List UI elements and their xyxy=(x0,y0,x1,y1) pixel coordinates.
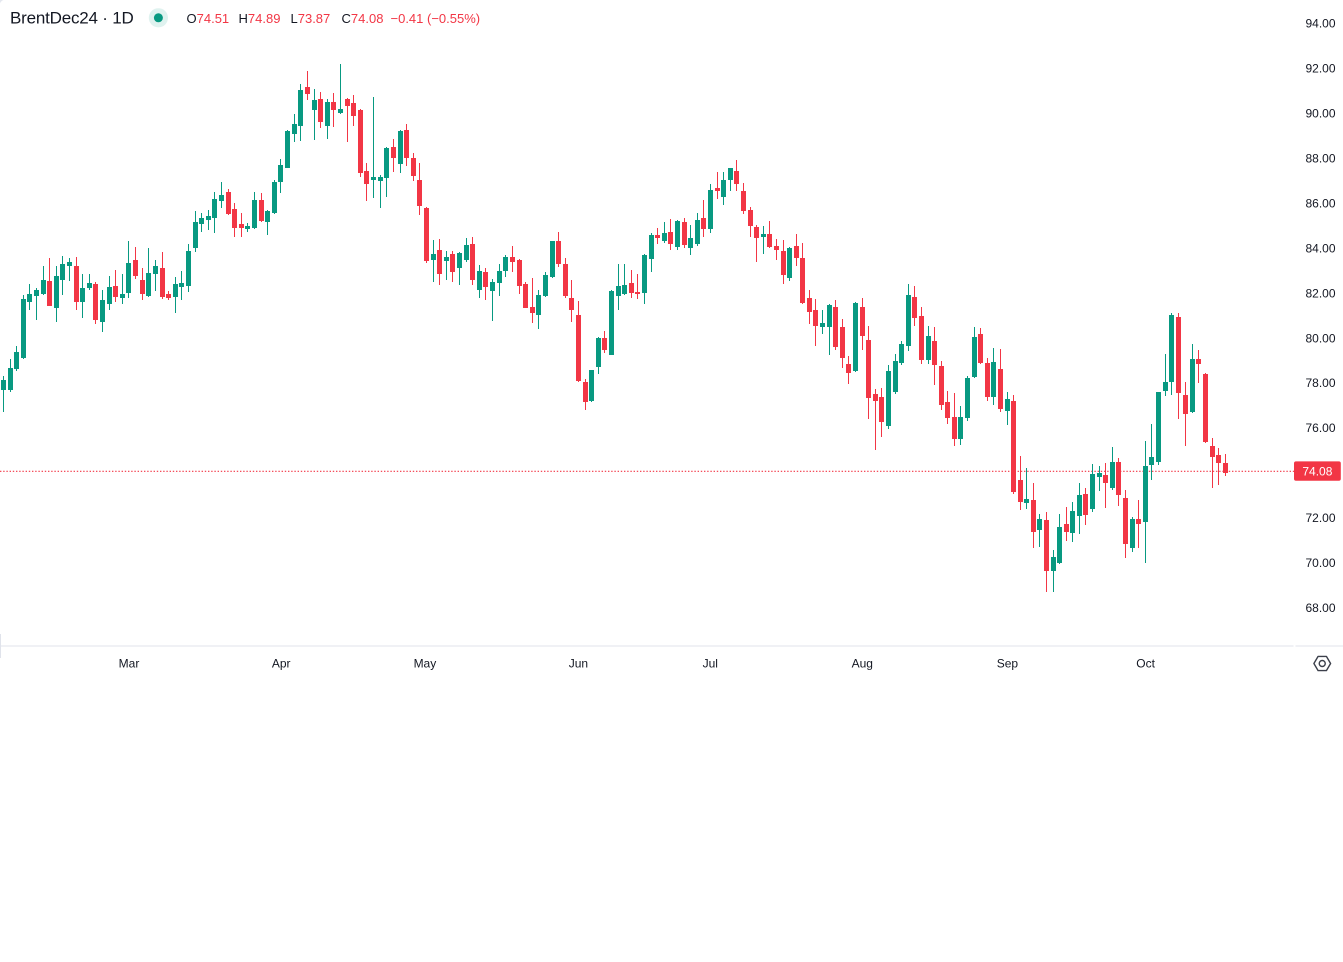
svg-text:84.00: 84.00 xyxy=(1305,241,1335,255)
svg-text:74.08: 74.08 xyxy=(1302,464,1332,478)
svg-text:72.00: 72.00 xyxy=(1305,511,1335,525)
svg-text:80.00: 80.00 xyxy=(1305,331,1335,345)
svg-text:76.00: 76.00 xyxy=(1305,421,1335,435)
svg-text:Aug: Aug xyxy=(852,656,873,670)
svg-text:May: May xyxy=(414,656,437,670)
svg-text:Mar: Mar xyxy=(119,656,140,670)
svg-text:82.00: 82.00 xyxy=(1305,286,1335,300)
svg-text:90.00: 90.00 xyxy=(1305,107,1335,121)
svg-text:92.00: 92.00 xyxy=(1305,62,1335,76)
svg-text:86.00: 86.00 xyxy=(1305,197,1335,211)
svg-text:70.00: 70.00 xyxy=(1305,556,1335,570)
svg-text:94.00: 94.00 xyxy=(1305,17,1335,31)
svg-text:Sep: Sep xyxy=(997,656,1019,670)
svg-text:Jun: Jun xyxy=(569,656,588,670)
svg-text:Jul: Jul xyxy=(703,656,718,670)
svg-text:68.00: 68.00 xyxy=(1305,601,1335,615)
svg-text:Apr: Apr xyxy=(272,656,291,670)
svg-text:78.00: 78.00 xyxy=(1305,376,1335,390)
svg-text:Oct: Oct xyxy=(1136,656,1155,670)
svg-text:88.00: 88.00 xyxy=(1305,152,1335,166)
svg-text:BrentDec24 · 1D: BrentDec24 · 1D xyxy=(10,9,134,28)
